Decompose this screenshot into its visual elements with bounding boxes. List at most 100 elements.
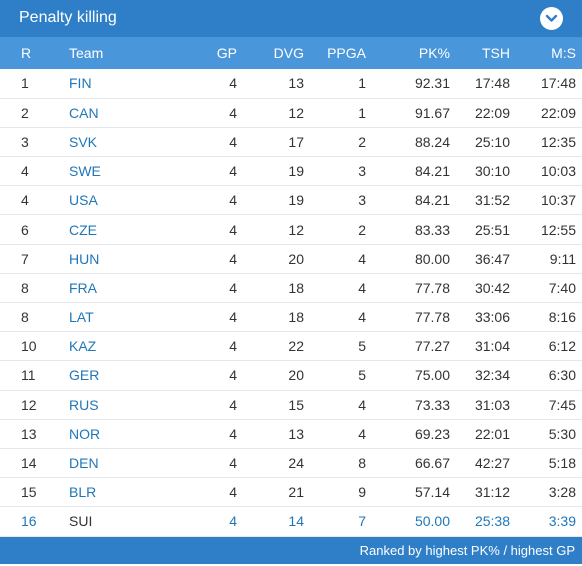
- gp-cell: 4: [229, 163, 237, 180]
- col-dvg[interactable]: DVG: [273, 45, 304, 61]
- dvg-cell: 24: [288, 455, 304, 472]
- ppga-cell: 5: [358, 367, 366, 384]
- pk-percent-cell: 77.27: [414, 338, 450, 355]
- ms-cell: 3:39: [548, 513, 576, 530]
- table-row: 8 FRA 4 18 4 77.78 30:42 7:40: [0, 273, 582, 303]
- ms-cell: 22:09: [540, 104, 576, 121]
- table-row: 7 HUN 4 20 4 80.00 36:47 9:11: [0, 244, 582, 274]
- gp-cell: 4: [229, 455, 237, 472]
- dvg-cell: 19: [288, 163, 304, 180]
- gp-cell: 4: [229, 221, 237, 238]
- dvg-cell: 12: [288, 221, 304, 238]
- team-link[interactable]: DEN: [69, 455, 99, 472]
- pk-percent-cell: 83.33: [414, 221, 450, 238]
- tsh-cell: 33:06: [474, 309, 510, 326]
- gp-cell: 4: [229, 396, 237, 413]
- dvg-cell: 13: [288, 75, 304, 92]
- pk-percent-cell: 77.78: [414, 279, 450, 296]
- team-link[interactable]: NOR: [69, 425, 101, 442]
- tsh-cell: 36:47: [474, 250, 510, 267]
- rank-cell: 16: [21, 513, 37, 530]
- ppga-cell: 1: [358, 104, 366, 121]
- pk-percent-cell: 92.31: [414, 75, 450, 92]
- ms-cell: 8:16: [548, 309, 576, 326]
- col-pk-percent[interactable]: PK%: [418, 45, 450, 61]
- rank-cell: 4: [21, 163, 29, 180]
- table-row: 10 KAZ 4 22 5 77.27 31:04 6:12: [0, 332, 582, 361]
- team-link[interactable]: CAN: [69, 104, 99, 121]
- pk-percent-cell: 88.24: [414, 133, 450, 150]
- team-link[interactable]: FRA: [69, 279, 97, 296]
- gp-cell: 4: [229, 367, 237, 384]
- col-rank[interactable]: R: [21, 45, 32, 61]
- dvg-cell: 22: [288, 338, 304, 355]
- team-link[interactable]: RUS: [69, 396, 99, 413]
- ms-cell: 5:30: [548, 425, 576, 442]
- col-ms[interactable]: M:S: [551, 45, 576, 61]
- widget-header: Penalty killing: [0, 0, 582, 37]
- col-tsh[interactable]: TSH: [482, 45, 510, 61]
- ms-cell: 12:55: [540, 221, 576, 238]
- ppga-cell: 4: [358, 309, 366, 326]
- dvg-cell: 21: [288, 484, 304, 501]
- tsh-cell: 31:03: [474, 396, 510, 413]
- ms-cell: 6:12: [548, 338, 576, 355]
- team-link[interactable]: KAZ: [69, 338, 97, 355]
- ppga-cell: 9: [358, 484, 366, 501]
- gp-cell: 4: [229, 513, 237, 530]
- pk-percent-cell: 69.23: [414, 425, 450, 442]
- tsh-cell: 42:27: [474, 455, 510, 472]
- rank-cell: 11: [21, 367, 36, 384]
- dvg-cell: 17: [288, 133, 304, 150]
- dvg-cell: 20: [288, 367, 304, 384]
- team-link[interactable]: USA: [69, 192, 98, 209]
- rank-cell: 8: [21, 309, 29, 326]
- dvg-cell: 12: [288, 104, 304, 121]
- rank-cell: 13: [21, 425, 37, 442]
- team-link[interactable]: HUN: [69, 250, 100, 267]
- rank-cell: 8: [21, 279, 29, 296]
- team-link[interactable]: CZE: [69, 221, 97, 238]
- ppga-cell: 5: [358, 338, 366, 355]
- gp-cell: 4: [229, 250, 237, 267]
- gp-cell: 4: [229, 279, 237, 296]
- ms-cell: 12:35: [540, 133, 576, 150]
- ms-cell: 10:03: [540, 163, 576, 180]
- team-link[interactable]: GER: [69, 367, 100, 384]
- dvg-cell: 18: [288, 279, 304, 296]
- tsh-cell: 31:52: [474, 192, 510, 209]
- tsh-cell: 22:01: [474, 425, 510, 442]
- widget-footer: Ranked by highest PK% / highest GP: [0, 537, 582, 564]
- col-team[interactable]: Team: [69, 45, 104, 61]
- pk-percent-cell: 73.33: [414, 396, 450, 413]
- tsh-cell: 22:09: [474, 104, 510, 121]
- team-link[interactable]: LAT: [69, 309, 94, 326]
- stats-table: R Team GP DVG PPGA PK% TSH M:S 1 FIN 4 13 1 9…: [0, 37, 582, 537]
- rank-cell: 4: [21, 192, 29, 209]
- rank-cell: 12: [21, 396, 37, 413]
- tsh-cell: 30:42: [474, 279, 510, 296]
- collapse-button[interactable]: [540, 7, 563, 30]
- dvg-cell: 15: [288, 396, 304, 413]
- gp-cell: 4: [229, 309, 237, 326]
- rank-cell: 7: [21, 250, 29, 267]
- table-row: 6 CZE 4 12 2 83.33 25:51 12:55: [0, 215, 582, 245]
- team-link[interactable]: SVK: [69, 133, 98, 150]
- team-link[interactable]: SUI: [69, 513, 93, 530]
- ppga-cell: 8: [358, 455, 366, 472]
- rank-cell: 15: [21, 484, 37, 501]
- team-link[interactable]: FIN: [69, 75, 92, 92]
- table-row: 14 DEN 4 24 8 66.67 42:27 5:18: [0, 448, 582, 478]
- col-ppga[interactable]: PPGA: [327, 45, 366, 61]
- chevron-down-icon: [545, 14, 558, 22]
- team-link[interactable]: SWE: [69, 163, 101, 180]
- rank-cell: 10: [21, 338, 37, 355]
- gp-cell: 4: [229, 104, 237, 121]
- widget-title: Penalty killing: [19, 9, 117, 26]
- col-gp[interactable]: GP: [216, 45, 237, 61]
- tsh-cell: 32:34: [474, 367, 510, 384]
- column-header-row: R Team GP DVG PPGA PK% TSH M:S: [0, 37, 582, 69]
- dvg-cell: 20: [288, 250, 304, 267]
- team-link[interactable]: BLR: [69, 484, 97, 501]
